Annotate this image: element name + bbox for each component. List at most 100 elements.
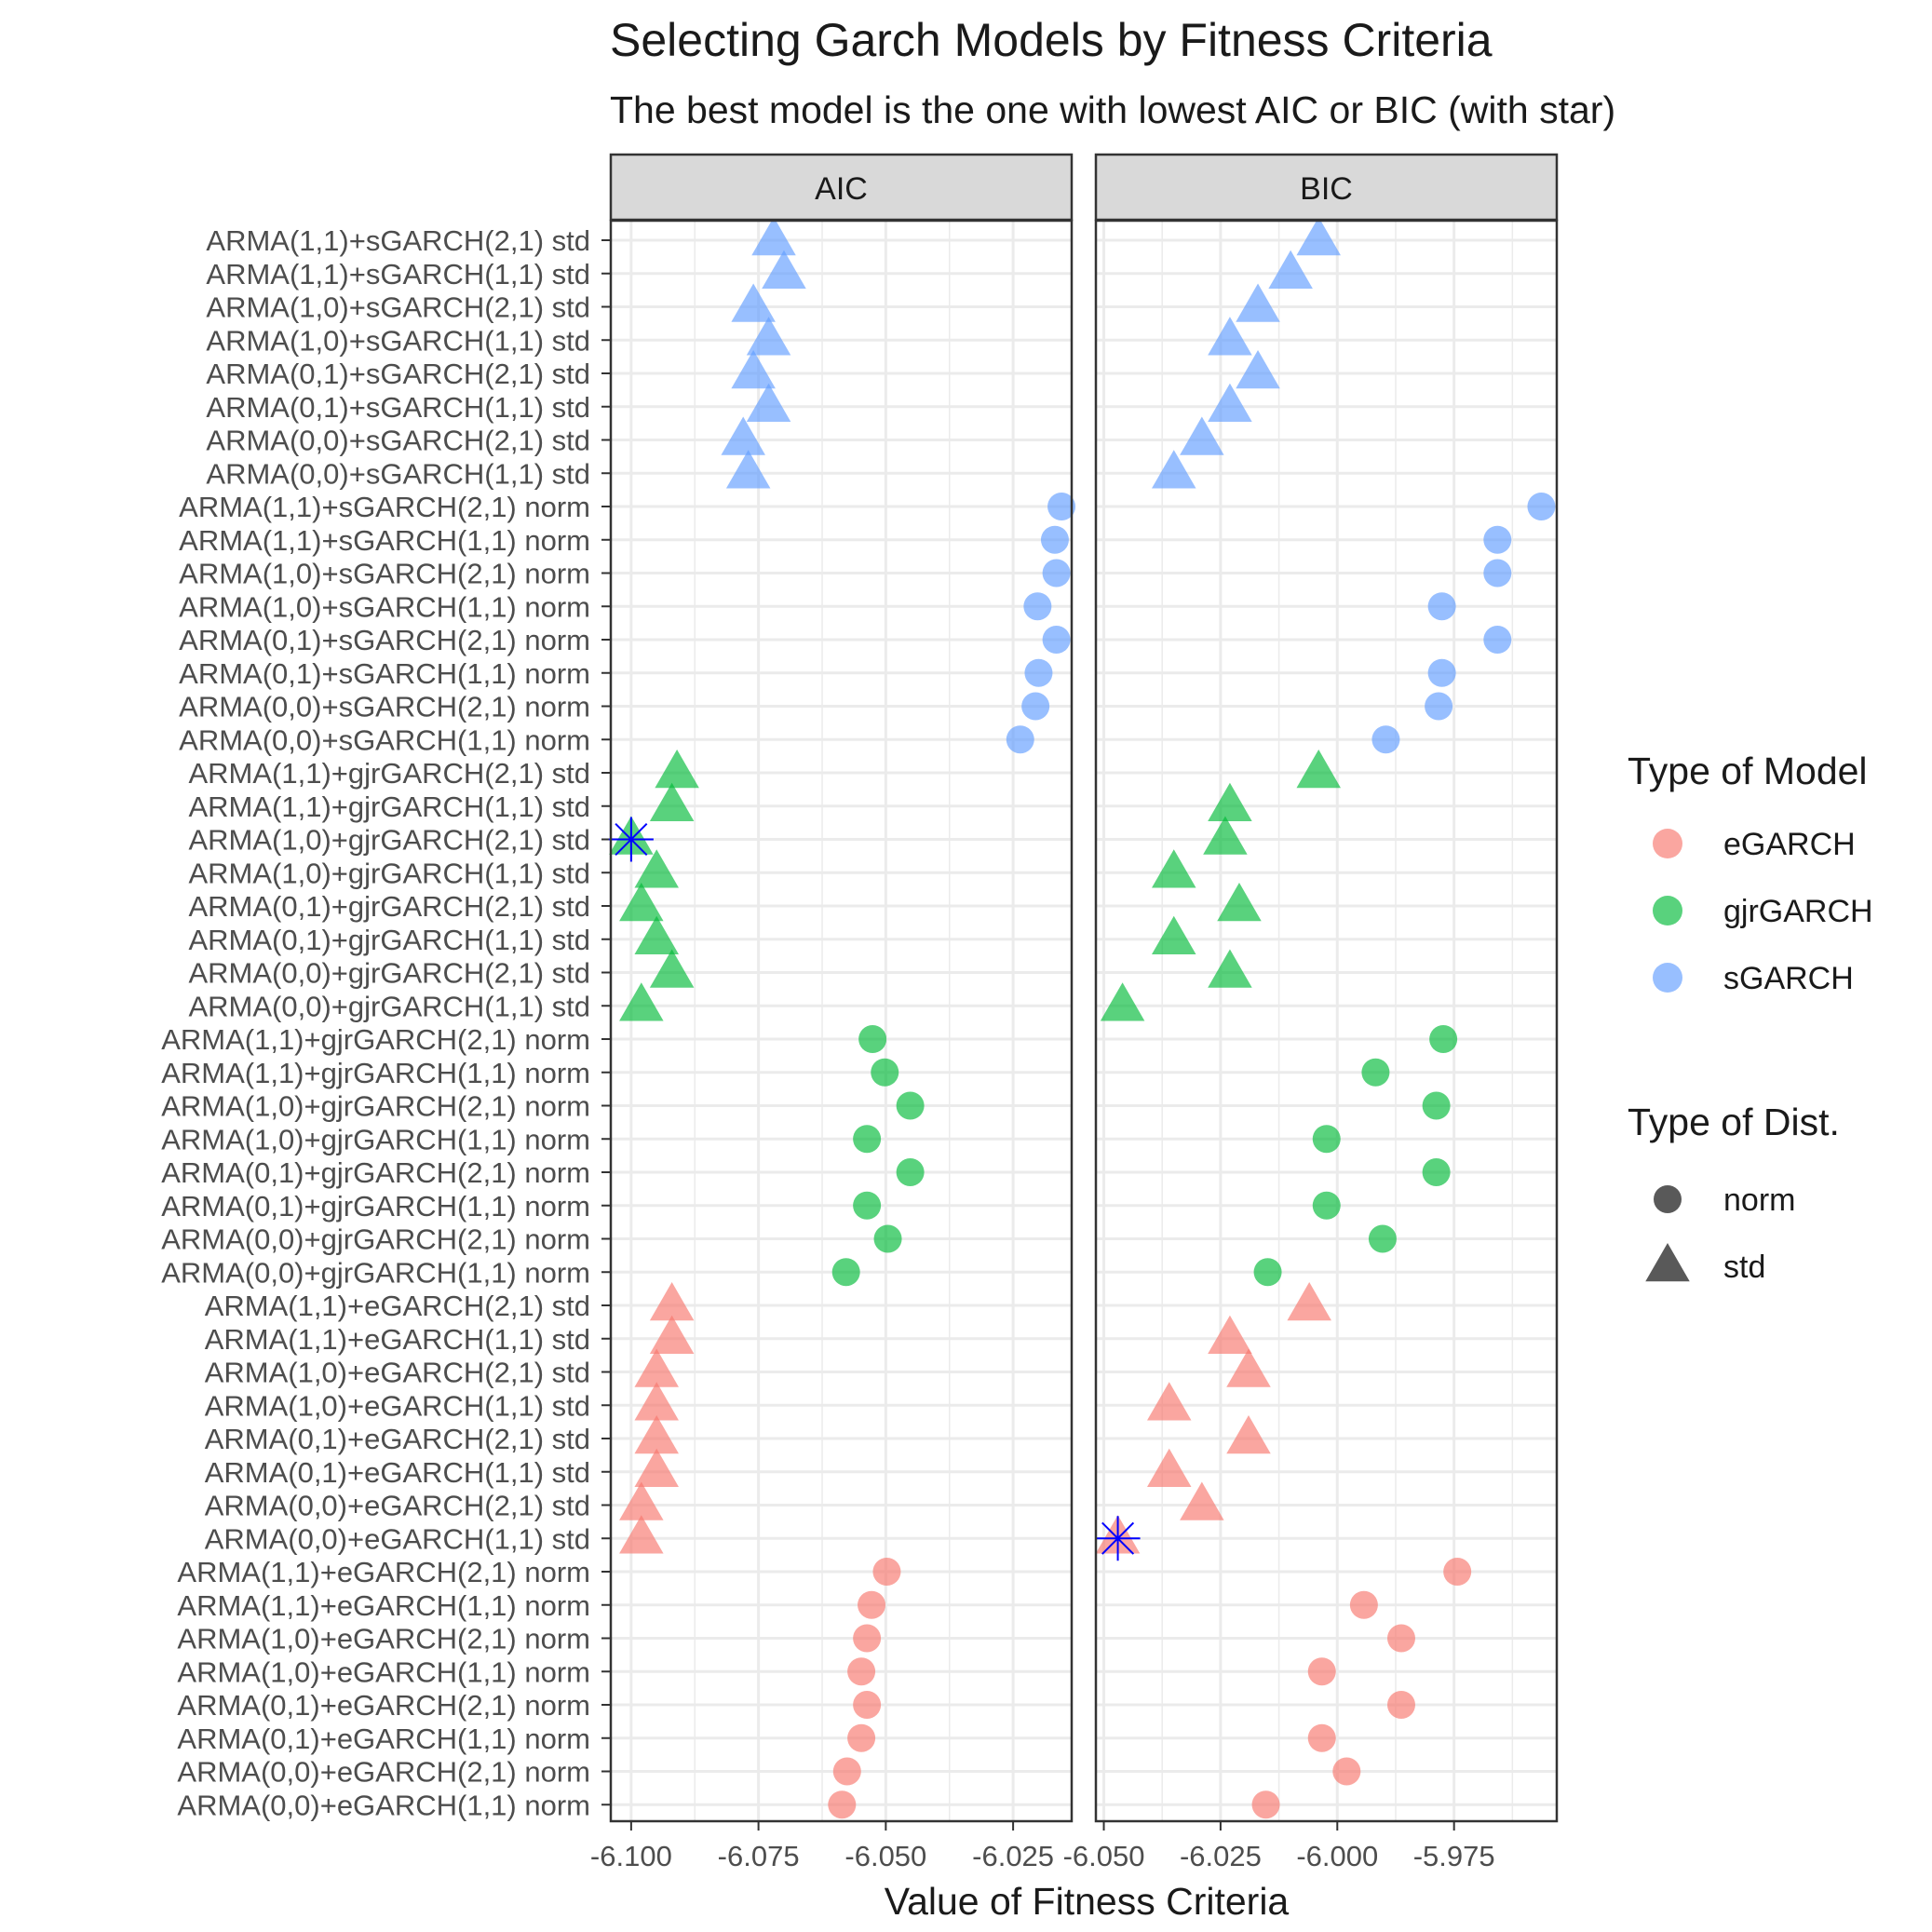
point-norm xyxy=(828,1790,857,1819)
point-norm xyxy=(1047,493,1076,520)
legend-key-sgarch xyxy=(1653,963,1682,993)
y-tick-label: ARMA(1,1)+sGARCH(2,1) norm xyxy=(179,491,590,523)
point-norm xyxy=(1483,626,1512,654)
point-std xyxy=(1180,416,1224,455)
point-std xyxy=(1217,883,1262,922)
point-std xyxy=(1208,383,1252,422)
point-norm xyxy=(1023,592,1052,621)
point-norm xyxy=(1427,658,1456,687)
point-std xyxy=(1152,849,1196,888)
point-std xyxy=(1226,1348,1271,1387)
y-tick-label: ARMA(0,0)+eGARCH(2,1) std xyxy=(205,1490,590,1522)
y-tick-label: ARMA(0,1)+sGARCH(1,1) norm xyxy=(179,657,590,690)
point-norm xyxy=(1307,1657,1336,1686)
point-norm xyxy=(853,1624,882,1653)
point-norm xyxy=(1386,1624,1415,1653)
point-std xyxy=(1146,1382,1192,1421)
y-axis-labels: ARMA(1,1)+sGARCH(2,1) std ARMA(1,1)+sGARC… xyxy=(161,224,611,1821)
point-std xyxy=(731,283,776,322)
point-norm xyxy=(896,1091,925,1120)
point-std xyxy=(1296,217,1341,256)
y-tick-label: ARMA(1,1)+gjrGARCH(1,1) norm xyxy=(161,1057,590,1089)
y-tick-label: ARMA(0,0)+gjrGARCH(2,1) std xyxy=(188,957,590,990)
point-norm xyxy=(847,1723,876,1752)
point-norm xyxy=(1527,493,1556,520)
point-norm xyxy=(896,1158,925,1186)
point-std xyxy=(634,1348,679,1387)
point-norm xyxy=(1332,1757,1361,1786)
point-std xyxy=(655,750,699,789)
y-tick-label: ARMA(1,0)+eGARCH(2,1) std xyxy=(205,1357,590,1389)
chart-subtitle: The best model is the one with lowest AI… xyxy=(610,88,1615,131)
point-std xyxy=(1152,915,1196,954)
x-tick-label: -6.025 xyxy=(1180,1840,1262,1872)
point-std xyxy=(649,1282,695,1321)
point-std xyxy=(634,1382,679,1421)
point-std xyxy=(649,949,695,988)
point-norm xyxy=(1422,1091,1451,1120)
y-tick-label: ARMA(0,1)+gjrGARCH(2,1) norm xyxy=(161,1156,590,1189)
y-tick-label: ARMA(0,1)+sGARCH(1,1) std xyxy=(206,391,590,424)
y-tick-label: ARMA(1,0)+sGARCH(1,1) norm xyxy=(179,590,590,623)
point-std xyxy=(634,1415,679,1454)
y-tick-label: ARMA(0,0)+gjrGARCH(1,1) norm xyxy=(161,1256,590,1289)
panel-background xyxy=(1096,221,1557,1821)
y-tick-label: ARMA(1,1)+sGARCH(2,1) std xyxy=(206,224,590,257)
point-std xyxy=(1287,1282,1331,1321)
point-norm xyxy=(858,1025,887,1053)
point-norm xyxy=(1021,692,1050,721)
point-norm xyxy=(853,1125,882,1154)
y-tick-label: ARMA(0,0)+sGARCH(1,1) norm xyxy=(179,723,590,756)
y-tick-label: ARMA(1,0)+eGARCH(1,1) std xyxy=(205,1389,590,1422)
point-norm xyxy=(1425,692,1453,721)
legend-key-gjrgarch xyxy=(1653,896,1682,925)
point-norm xyxy=(1006,725,1034,754)
x-tick-label: -6.100 xyxy=(590,1840,672,1872)
y-tick-label: ARMA(0,1)+eGARCH(1,1) std xyxy=(205,1456,590,1489)
point-std xyxy=(634,849,679,888)
x-tick-label: -6.075 xyxy=(718,1840,800,1872)
y-tick-label: ARMA(1,1)+gjrGARCH(2,1) std xyxy=(188,757,590,790)
facet-strip xyxy=(1094,153,1559,222)
point-std xyxy=(1203,816,1248,855)
point-norm xyxy=(1042,626,1071,654)
point-std xyxy=(746,383,791,422)
y-tick-label: ARMA(0,0)+gjrGARCH(2,1) norm xyxy=(161,1223,590,1256)
point-norm xyxy=(1427,592,1456,621)
point-std xyxy=(634,915,679,954)
point-norm xyxy=(872,1558,901,1586)
y-tick-label: ARMA(0,0)+eGARCH(1,1) norm xyxy=(177,1789,590,1821)
legend-key-egarch xyxy=(1653,829,1682,858)
x-tick-label: -6.000 xyxy=(1296,1840,1378,1872)
legend-key-norm xyxy=(1654,1185,1682,1213)
y-tick-label: ARMA(1,0)+gjrGARCH(2,1) std xyxy=(188,824,590,857)
point-norm xyxy=(1040,525,1069,554)
legend-label-sgarch: sGARCH xyxy=(1723,961,1854,996)
y-tick-label: ARMA(0,0)+eGARCH(2,1) norm xyxy=(177,1756,590,1789)
panel-aic: AIC -6.100 -6.075 -6.050 -6.025 xyxy=(590,153,1076,1872)
point-std xyxy=(619,1515,664,1554)
point-norm xyxy=(1042,559,1071,588)
point-norm xyxy=(1307,1723,1336,1752)
star-stroke xyxy=(615,822,648,857)
point-std xyxy=(1100,982,1145,1021)
point-std xyxy=(1296,750,1341,789)
point-norm xyxy=(1429,1025,1458,1053)
facet-strip-label: BIC xyxy=(1300,171,1353,207)
point-std xyxy=(1236,283,1280,322)
legend-label-std: std xyxy=(1723,1250,1765,1285)
point-std xyxy=(1208,317,1252,356)
legend: Type of Model eGARCH gjrGARCH sGARCH Type of… xyxy=(1628,750,1873,1285)
point-norm xyxy=(1368,1224,1397,1253)
point-norm xyxy=(873,1224,902,1253)
point-std xyxy=(649,1315,695,1354)
facet-panels: AIC -6.100 -6.075 -6.050 -6.025 BIC -6.050 -6.0… xyxy=(590,153,1559,1872)
point-std xyxy=(731,350,776,389)
y-tick-label: ARMA(1,0)+sGARCH(2,1) norm xyxy=(179,558,590,590)
point-std xyxy=(746,317,791,356)
y-tick-label: ARMA(0,0)+sGARCH(2,1) std xyxy=(206,425,590,457)
y-tick-label: ARMA(1,1)+eGARCH(2,1) norm xyxy=(177,1556,590,1588)
best-model-star xyxy=(1095,1516,1141,1561)
point-norm xyxy=(871,1058,899,1087)
point-norm xyxy=(847,1657,876,1686)
